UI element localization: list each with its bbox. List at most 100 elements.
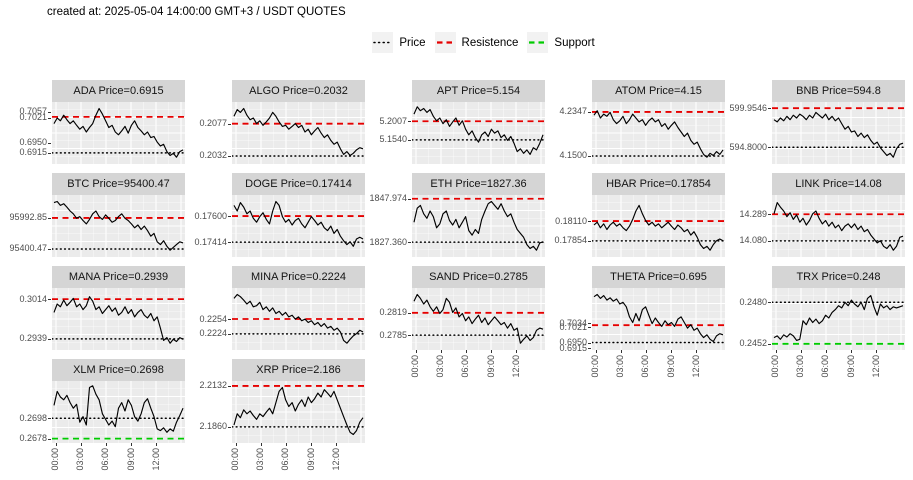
x-axis-tick	[260, 443, 262, 446]
created-at-text: created at: 2025-05-04 14:00:00 GMT+3 / …	[47, 6, 346, 18]
y-axis-tick	[588, 221, 591, 223]
x-axis-label: 06:00	[280, 448, 291, 471]
x-axis-tick	[80, 443, 82, 446]
chart-link: LINK Price=14.08 14.289 14.080	[724, 173, 906, 265]
y-axis-label: 0.17600	[194, 210, 227, 221]
y-axis-tick	[408, 121, 411, 123]
price-series-line	[53, 385, 184, 433]
y-axis-tick	[228, 385, 231, 387]
x-axis-tick	[696, 350, 697, 353]
price-series-line	[593, 204, 724, 251]
x-axis-label: 12:00	[150, 448, 161, 471]
y-axis-tick	[228, 155, 231, 157]
legend-label: Resistence	[461, 36, 519, 49]
y-axis-tick	[228, 242, 231, 244]
y-axis-label: 0.2077	[199, 118, 227, 129]
legend-label: Price	[399, 36, 426, 49]
chart-title: HBAR Price=0.17854	[592, 173, 725, 195]
x-axis-tick	[415, 350, 417, 353]
y-axis-tick	[228, 123, 231, 125]
y-axis-tick	[588, 348, 591, 350]
y-axis-tick	[408, 198, 411, 200]
x-axis-label: 06:00	[100, 448, 111, 471]
y-axis-label: 1827.360	[369, 236, 407, 247]
chart-atom: ATOM Price=4.15 4.2347 4.1500	[544, 80, 726, 172]
chart-title: MANA Price=0.2939	[52, 266, 185, 288]
x-axis-tick	[775, 350, 777, 353]
x-axis-tick	[491, 350, 492, 353]
x-axis-tick	[595, 350, 597, 353]
x-axis-tick	[105, 443, 107, 446]
price-series-line	[413, 200, 544, 251]
y-axis-label: 1847.974	[369, 193, 407, 204]
y-axis-tick	[48, 111, 51, 113]
chart-mina: MINA Price=0.2224 0.2254 0.2224	[184, 266, 366, 358]
chart-btc: BTC Price=95400.47 95992.85 95400.47	[4, 173, 186, 265]
y-axis-tick	[48, 142, 51, 144]
chart-legend: Price Resistence Support	[0, 32, 913, 53]
y-axis-label: 0.2785	[379, 329, 407, 340]
y-axis-tick	[48, 299, 51, 301]
y-axis-tick	[408, 312, 411, 314]
chart-panel	[771, 195, 906, 257]
chart-panel	[411, 288, 546, 350]
chart-panel	[411, 195, 546, 257]
y-axis-tick	[768, 108, 771, 110]
y-axis-label: 14.289	[739, 208, 767, 219]
y-axis-tick	[48, 152, 51, 154]
x-axis-tick	[800, 350, 802, 353]
chart-panel	[51, 381, 186, 443]
y-axis-tick	[228, 333, 231, 335]
y-axis-label: 0.7021	[19, 112, 47, 122]
resistance-key-icon	[434, 32, 456, 53]
y-axis-label: 0.2480	[739, 296, 767, 307]
chart-panel	[411, 102, 546, 164]
price-series-line	[233, 293, 364, 344]
support-key-icon	[527, 32, 549, 53]
y-axis-tick	[768, 214, 771, 216]
y-axis-label: 2.2132	[199, 380, 227, 391]
x-axis-label: 09:00	[305, 448, 316, 471]
x-axis-tick	[131, 443, 132, 446]
x-axis-label: 00:00	[230, 448, 241, 471]
x-axis-tick	[876, 350, 877, 353]
chart-ada: ADA Price=0.6915 0.7057 0.7021 0.6950 0.6915	[4, 80, 186, 172]
chart-title: ATOM Price=4.15	[592, 80, 725, 102]
y-axis-label: 14.080	[739, 235, 767, 246]
y-axis-tick	[48, 438, 51, 440]
x-axis-tick	[336, 443, 337, 446]
y-axis-label: 0.18110	[555, 215, 587, 226]
chart-title: XRP Price=2.186	[232, 359, 365, 381]
x-axis-tick	[516, 350, 517, 353]
x-axis-label: 12:00	[330, 448, 341, 471]
chart-xlm: XLM Price=0.2698 0.2698 0.2678 00:00 03:00 06…	[4, 359, 186, 479]
chart-title: ADA Price=0.6915	[52, 80, 185, 102]
x-axis-label: 00:00	[50, 448, 61, 471]
chart-title: XLM Price=0.2698	[52, 359, 185, 381]
y-axis-label: 599.9546	[729, 102, 767, 113]
y-axis-label: 0.17414	[194, 236, 227, 247]
y-axis-tick	[48, 217, 51, 219]
x-axis-tick	[465, 350, 467, 353]
x-axis-label: 03:00	[615, 355, 626, 378]
y-axis-label: 0.6950	[559, 337, 587, 348]
legend-item-price: Price	[372, 32, 426, 53]
price-series-line	[773, 202, 904, 251]
chart-panel	[771, 288, 906, 350]
y-axis-label: 0.3014	[19, 293, 47, 304]
y-axis-label: 4.2347	[559, 106, 587, 117]
price-series-line	[53, 107, 184, 158]
x-axis-label: 03:00	[75, 448, 86, 471]
y-axis-label: 0.6915	[19, 147, 47, 158]
price-series-line	[233, 200, 364, 247]
y-axis-tick	[48, 338, 51, 340]
x-axis-label: 09:00	[845, 355, 856, 378]
chart-panel	[231, 102, 366, 164]
chart-title: TRX Price=0.248	[772, 266, 905, 288]
legend-label: Support	[554, 36, 595, 49]
price-series-line	[53, 200, 184, 251]
price-series-line	[53, 296, 184, 344]
price-key-icon	[372, 32, 394, 53]
legend-item-support: Support	[527, 32, 595, 53]
x-axis-tick	[645, 350, 647, 353]
